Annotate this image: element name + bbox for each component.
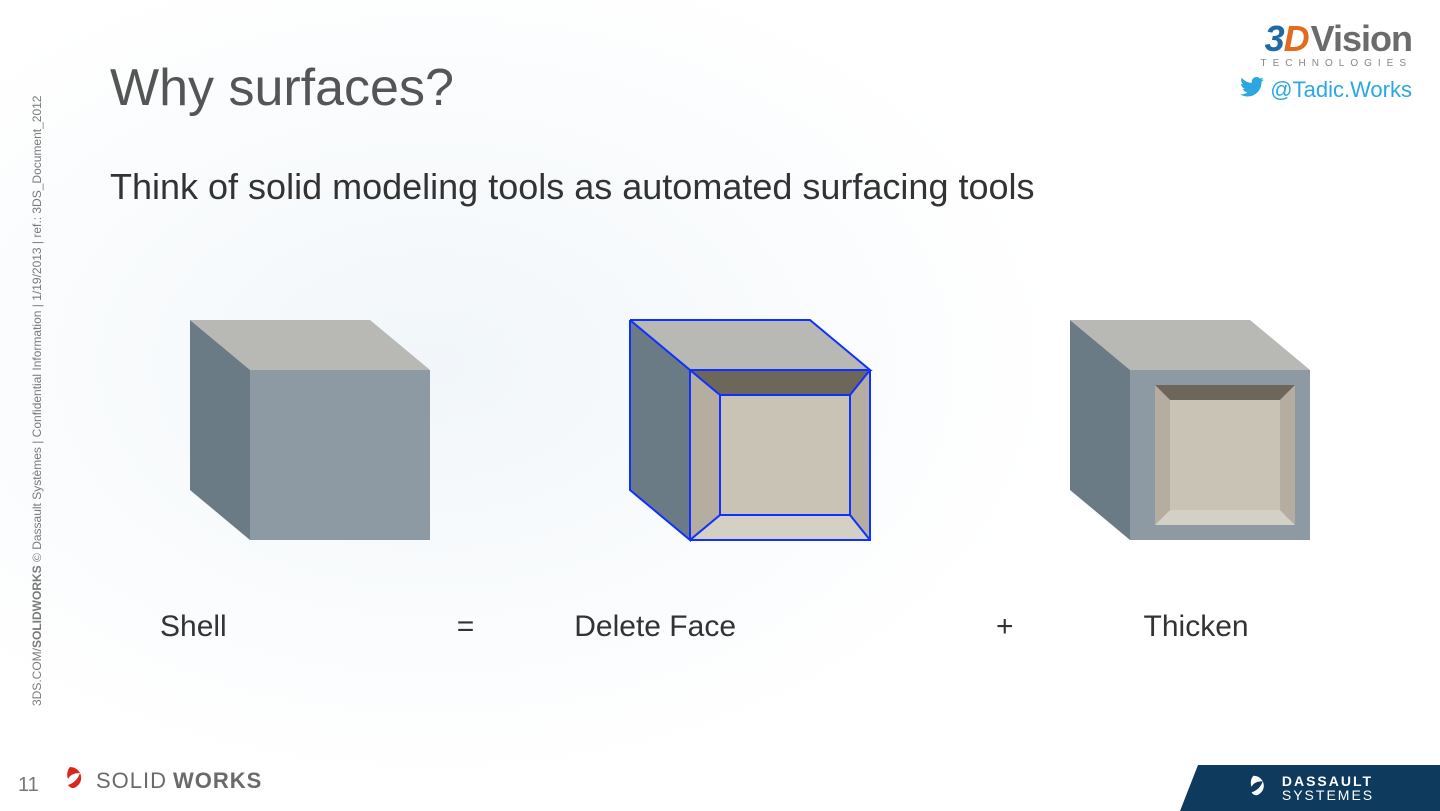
label-delete-face: Delete Face: [574, 610, 736, 644]
solidworks-logo: SOLIDWORKS: [62, 763, 262, 799]
vertical-copyright: 3DS.COM/SOLIDWORKS © Dassault Systèmes |…: [30, 66, 44, 706]
cube-wire-shell: [550, 260, 910, 560]
ds-footer-glyph: [1246, 772, 1272, 805]
cube-thicken: [990, 260, 1350, 560]
ds-footer-line2: SYSTEMES: [1282, 788, 1374, 802]
copyright-rest: © Dassault Systèmes | Confidential Infor…: [30, 96, 44, 566]
sw-solid-text: SOLID: [96, 768, 167, 794]
cube-solid: [110, 260, 470, 560]
dassault-footer: DASSAULT SYSTEMES: [1180, 765, 1440, 811]
cube-interior-left: [690, 370, 720, 540]
logo-d-text: D: [1284, 18, 1309, 60]
cube-front-frame-inner-left: [1130, 370, 1155, 540]
cube-front-frame-inner-top: [1130, 370, 1310, 385]
cube-interior-back: [720, 395, 850, 515]
label-plus: +: [996, 610, 1014, 644]
logo-3-text: 3: [1265, 18, 1284, 60]
labels-row: Shell = Delete Face + Thicken: [150, 610, 1380, 644]
copyright-brand: SOLIDWORKS: [30, 565, 44, 648]
sw-works-text: WORKS: [173, 768, 262, 794]
cubes-row: [100, 260, 1400, 560]
label-shell: Shell: [160, 610, 227, 644]
sw-ds-glyph: [62, 763, 90, 799]
logo-vision-text: Vision: [1311, 18, 1412, 60]
label-thicken: Thicken: [1144, 610, 1249, 644]
cube-front-frame-inner-bot: [1130, 525, 1310, 540]
cube-cavity-left: [1155, 385, 1170, 525]
cube-cavity-bot: [1155, 510, 1295, 525]
cube-cavity-top: [1155, 385, 1295, 400]
cube-front-frame-inner-right: [1295, 370, 1310, 540]
cube-cavity-back: [1170, 400, 1280, 510]
ds-footer-line1: DASSAULT: [1282, 774, 1374, 788]
cube-right-face: [250, 370, 430, 540]
slide-subtitle: Think of solid modeling tools as automat…: [110, 166, 1400, 208]
label-equals: =: [457, 610, 475, 644]
cube-interior-right: [850, 370, 870, 540]
slide-title: Why surfaces?: [110, 58, 1400, 118]
page-number: 11: [18, 774, 39, 797]
copyright-prefix: 3DS.COM/: [30, 648, 44, 706]
cube-cavity-right: [1280, 385, 1295, 525]
